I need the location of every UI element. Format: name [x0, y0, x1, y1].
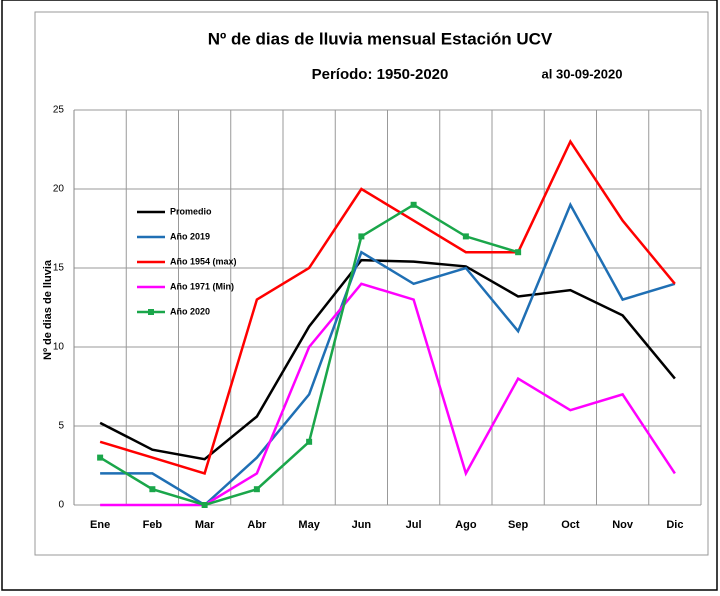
- x-tick-label: Jun: [352, 519, 372, 531]
- legend-label: Año 1954 (max): [170, 256, 237, 266]
- point-marker: [410, 201, 417, 208]
- x-tick-label: Mar: [195, 519, 215, 531]
- series-line: [99, 139, 676, 475]
- y-tick-label: 15: [53, 263, 65, 274]
- x-tick-label: May: [298, 519, 320, 531]
- x-tick-label: Feb: [143, 519, 163, 531]
- x-tick-label: Ago: [455, 519, 477, 531]
- x-tick-label: Nov: [612, 519, 634, 531]
- annotation: al 30-09-2020: [542, 66, 623, 81]
- series-line: [100, 282, 676, 507]
- x-tick-label: Abr: [247, 519, 267, 531]
- legend-label: Año 1971 (Min): [170, 281, 234, 291]
- chart-frame: [34, 11, 709, 556]
- x-tick-label: Jul: [406, 519, 422, 531]
- chart-subtitle: Período: 1950-2020: [312, 66, 449, 83]
- point-marker: [358, 233, 365, 240]
- point-marker: [149, 486, 156, 493]
- legend-marker: [148, 309, 154, 315]
- x-tick-label: Sep: [508, 519, 528, 531]
- point-marker: [97, 454, 104, 461]
- x-tick-label: Ene: [90, 519, 110, 531]
- x-tick-label: Oct: [561, 519, 580, 531]
- y-tick-label: 25: [53, 105, 65, 116]
- legend-label: Año 2019: [170, 231, 210, 241]
- point-marker: [462, 233, 469, 240]
- point-marker: [253, 486, 260, 493]
- y-tick-label: 20: [53, 184, 65, 195]
- legend-label: Promedio: [170, 206, 212, 216]
- series-line: [99, 258, 676, 461]
- y-tick-label: 0: [58, 500, 64, 511]
- series-line: [100, 201, 676, 507]
- point-marker: [306, 438, 313, 445]
- y-tick-label: 10: [53, 342, 65, 353]
- y-tick-label: 5: [58, 421, 64, 432]
- x-tick-label: Dic: [666, 519, 683, 531]
- chart-title: Nº de dias de lluvia mensual Estación UC…: [208, 29, 553, 48]
- point-marker: [515, 249, 522, 256]
- point-marker: [201, 502, 208, 508]
- legend-label: Año 2020: [170, 306, 210, 316]
- y-axis-label: Nº de dias de lluvia: [42, 259, 54, 360]
